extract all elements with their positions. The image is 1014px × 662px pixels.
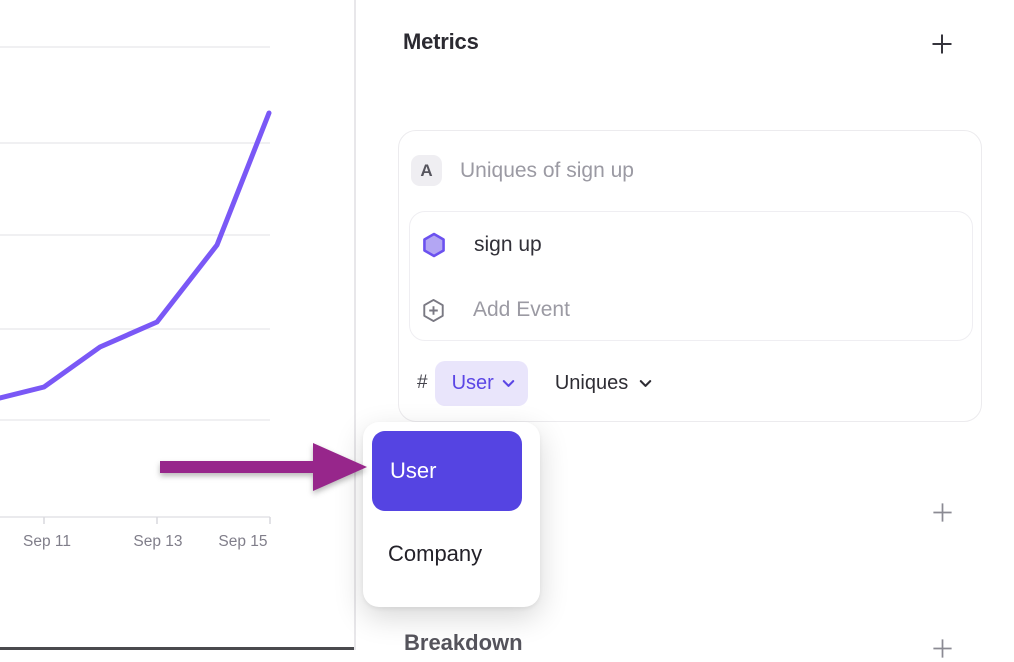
breakdown-section-title: Breakdown	[404, 630, 523, 655]
panel-divider	[354, 0, 356, 650]
plus-icon	[932, 34, 952, 54]
chart-panel: Sep 11 Sep 13 Sep 15	[0, 0, 356, 650]
metric-letter-badge: A	[411, 155, 442, 186]
aggregation-dropdown-trigger[interactable]: Uniques	[555, 372, 653, 395]
chevron-down-icon	[502, 379, 515, 387]
event-row-signup[interactable]: sign up	[420, 231, 542, 259]
entity-dropdown-menu: User Company	[363, 422, 540, 607]
event-name: sign up	[474, 233, 542, 256]
section-add-button[interactable]	[928, 498, 956, 526]
add-event-hexagon-icon	[423, 298, 444, 322]
dropdown-option-user[interactable]: User	[372, 431, 522, 511]
add-metric-button[interactable]	[928, 30, 956, 58]
entity-value: User	[451, 371, 494, 394]
metric-card: A Uniques of sign up sign up Add Event #…	[398, 130, 982, 422]
aggregation-value: Uniques	[554, 371, 629, 394]
add-event-label: Add Event	[473, 298, 570, 321]
entity-dropdown-trigger[interactable]: User	[434, 360, 528, 406]
series-line	[0, 110, 272, 401]
metric-name-field[interactable]: Uniques of sign up	[460, 158, 634, 182]
signup-chart: Sep 11 Sep 13 Sep 15	[0, 46, 272, 550]
events-card: sign up Add Event	[409, 211, 973, 341]
x-tick-label: Sep 11	[23, 533, 71, 550]
breakdown-add-button[interactable]	[928, 634, 956, 662]
x-tick-label: Sep 13	[133, 533, 182, 550]
event-hexagon-icon	[423, 232, 445, 258]
metrics-section-title: Metrics	[403, 29, 479, 54]
plus-icon	[932, 502, 952, 522]
metric-label-row: A Uniques of sign up	[411, 155, 634, 186]
chevron-down-icon	[639, 379, 652, 387]
measure-type-hash: #	[417, 372, 428, 393]
annotation-arrow-icon	[160, 443, 367, 491]
add-event-row[interactable]: Add Event	[420, 296, 570, 324]
dropdown-option-company[interactable]: Company	[388, 541, 483, 566]
x-tick-label: Sep 15	[218, 533, 267, 550]
measure-row: # User Uniques	[417, 360, 653, 406]
bottom-edge-bar	[0, 647, 356, 650]
plus-icon	[932, 638, 952, 658]
